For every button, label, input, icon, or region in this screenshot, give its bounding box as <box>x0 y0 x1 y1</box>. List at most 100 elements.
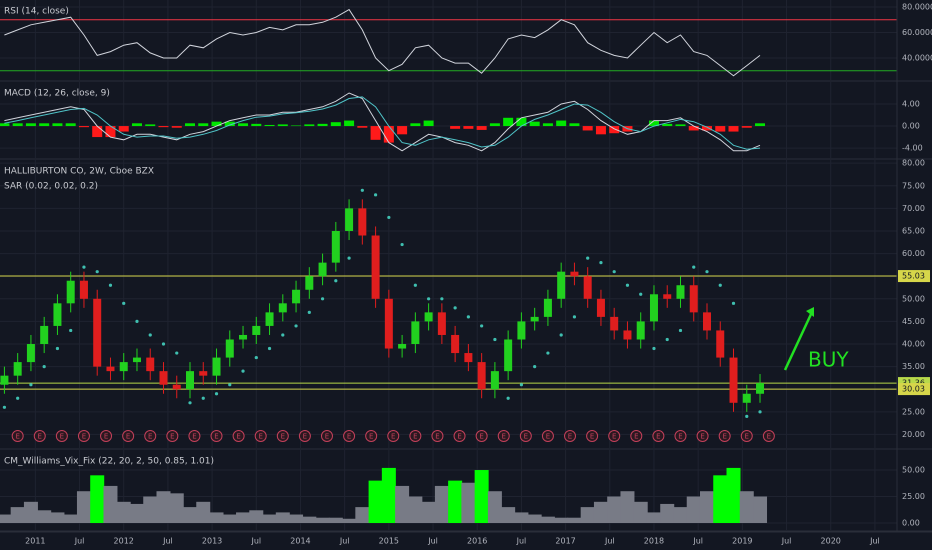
candle-body <box>384 298 393 349</box>
y-tick-label: 0.00 <box>902 519 920 528</box>
earnings-marker <box>122 430 135 442</box>
earnings-marker <box>718 430 731 442</box>
candle-body <box>278 303 287 313</box>
candle-body <box>186 371 195 390</box>
sar-dot <box>175 351 179 355</box>
earnings-label: E <box>303 433 307 441</box>
candle-body <box>716 330 725 358</box>
candle-body <box>437 312 446 335</box>
pane-title: HALLIBURTON CO, 2W, Cboe BZX <box>4 167 154 177</box>
earnings-marker <box>100 430 113 442</box>
bar <box>103 485 118 524</box>
earnings-label: E <box>590 433 594 441</box>
histogram-bar <box>317 123 328 127</box>
sar-dot <box>718 283 722 287</box>
histogram-bar <box>357 126 368 128</box>
earnings-marker <box>409 430 422 442</box>
x-tick-label: Jul <box>781 537 792 546</box>
candle-body <box>159 371 168 385</box>
x-tick-label: Jul <box>516 537 527 546</box>
earnings-marker <box>762 430 775 442</box>
x-tick-label: 2017 <box>555 537 575 546</box>
bar <box>355 507 370 524</box>
candle-body <box>411 321 420 345</box>
candle-body <box>358 208 367 236</box>
bar <box>328 517 343 524</box>
sar-dot <box>214 392 219 396</box>
candle-body <box>318 262 327 277</box>
x-tick-label: 2018 <box>644 537 664 546</box>
bar <box>421 501 436 524</box>
bar <box>686 496 701 524</box>
bar <box>129 503 144 524</box>
buy-arrow <box>783 311 814 371</box>
earnings-label: E <box>38 433 42 441</box>
sar-dot <box>135 319 139 324</box>
histogram-bar <box>52 123 63 127</box>
y-tick-label: 65.00 <box>902 226 925 235</box>
bar <box>434 485 449 524</box>
histogram-bar <box>131 123 142 127</box>
candle-body <box>756 383 765 394</box>
earnings-label: E <box>126 433 130 441</box>
earnings-label: E <box>347 433 351 441</box>
bar <box>395 485 410 524</box>
sar-dot <box>705 270 709 274</box>
candle-body <box>345 208 354 231</box>
sar-dot <box>506 396 510 400</box>
y-tick-label: 80.0000 <box>902 3 932 12</box>
candle-body <box>663 294 672 299</box>
sar-dot <box>692 265 696 269</box>
earnings-marker <box>232 430 245 442</box>
y-tick-label: 70.00 <box>902 204 925 213</box>
candle-body <box>106 366 115 372</box>
candle-body <box>623 330 632 340</box>
histogram-bar <box>715 126 726 132</box>
earnings-label: E <box>391 433 395 441</box>
y-tick-label: 50.00 <box>902 466 925 475</box>
earnings-label: E <box>546 433 550 441</box>
histogram-bar <box>648 120 659 127</box>
y-tick-label: 35.00 <box>902 362 925 371</box>
subtitle: SAR (0.02, 0.02, 0.2) <box>4 182 98 192</box>
earnings-marker <box>475 430 488 442</box>
bar <box>673 507 688 524</box>
earnings-label: E <box>413 433 417 441</box>
earnings-marker <box>696 430 709 442</box>
bar <box>607 496 622 524</box>
histogram-bar <box>688 126 699 131</box>
candle-body <box>610 316 619 331</box>
earnings-label: E <box>170 433 174 441</box>
candle-body <box>543 298 552 317</box>
bar <box>381 467 396 524</box>
x-tick-label: Jul <box>692 537 703 546</box>
candle-body <box>239 334 248 340</box>
sar-dot <box>639 292 643 296</box>
earnings-marker <box>343 430 356 442</box>
bar <box>23 501 38 524</box>
macd-line <box>4 92 761 152</box>
histogram-bar <box>224 121 235 127</box>
histogram-bar <box>25 123 36 127</box>
histogram-bar <box>503 117 514 127</box>
histogram-bar <box>238 123 249 127</box>
candle-body <box>583 276 592 299</box>
rsi-line <box>4 8 761 77</box>
bar <box>726 467 741 524</box>
x-tick-label: Jul <box>74 537 85 546</box>
bar <box>10 507 25 524</box>
x-tick-label: Jul <box>339 537 350 546</box>
earnings-label: E <box>15 433 19 441</box>
candle-body <box>212 357 221 376</box>
sar-dot <box>652 346 656 351</box>
sar-dot <box>440 297 444 301</box>
candle-body <box>93 298 102 367</box>
histogram-bar <box>675 124 686 127</box>
sar-dot <box>731 301 736 305</box>
earnings-marker <box>254 430 267 442</box>
sar-dot <box>413 283 417 287</box>
sar-dot <box>281 333 285 337</box>
sar-dot <box>55 346 60 351</box>
sar-dot <box>241 369 245 373</box>
sar-dot <box>427 297 431 301</box>
